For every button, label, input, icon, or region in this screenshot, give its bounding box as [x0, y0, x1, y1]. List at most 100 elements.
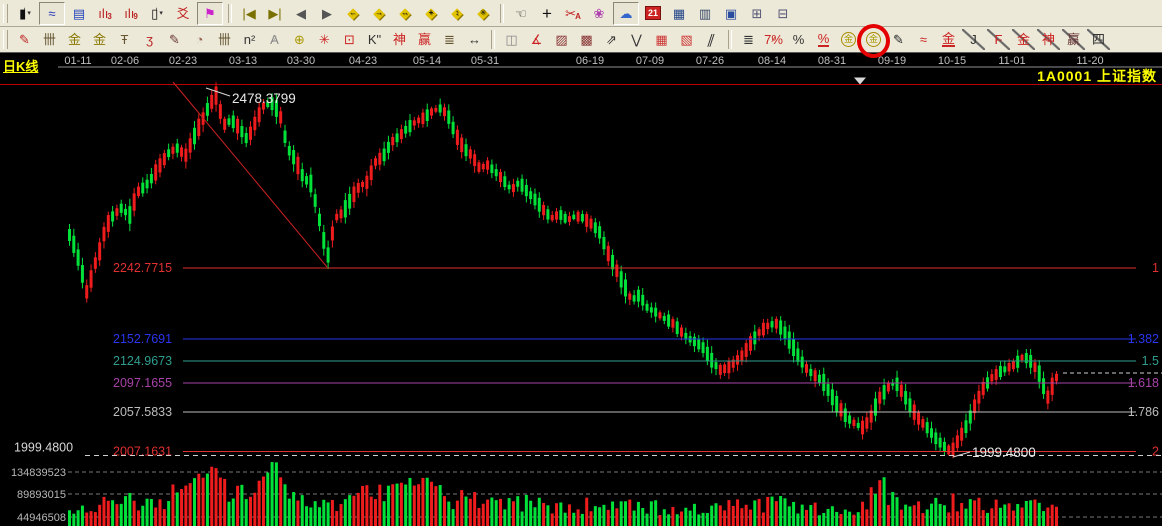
grid-arrow-tool[interactable]: ▧ — [675, 29, 698, 50]
ying-angle-tool[interactable]: 赢 — [1062, 29, 1085, 50]
calculator-button[interactable]: ▦ — [667, 3, 691, 24]
shen-angle-tool[interactable]: 神 — [1037, 29, 1060, 50]
export-image-button[interactable]: ⊞ — [745, 3, 769, 24]
zoom-out-button[interactable]: ◆ ↔ — [393, 3, 417, 24]
seven-percent-tool[interactable]: 7% ∕ — [762, 29, 785, 50]
width-measure-tool[interactable]: ↔ — [463, 29, 486, 50]
gold-crosshair-tool[interactable]: ⊕ — [288, 29, 311, 50]
percent-line-tool[interactable]: % — [812, 29, 835, 50]
down-trendline[interactable] — [172, 81, 328, 268]
fib-level-1.382[interactable]: 2152.7691 1.382 — [113, 332, 1159, 346]
candle — [968, 410, 972, 424]
square-target-tool[interactable]: ⊡ — [338, 29, 361, 50]
mascot-button[interactable]: ❀ — [587, 3, 611, 24]
percent-tool[interactable]: % — [787, 29, 810, 50]
ma9-button[interactable]: ılı 9 — [119, 3, 143, 24]
delete-drawing-button[interactable]: ✂ A — [561, 3, 585, 24]
flag-button[interactable]: ⚑ — [197, 1, 223, 25]
a-slash-tool[interactable]: A ∕ — [263, 29, 286, 50]
fan-lines-tool[interactable]: ∡ — [525, 29, 548, 50]
starburst-tool[interactable]: ✳ — [313, 29, 336, 50]
notes-button[interactable]: ▥ — [693, 3, 717, 24]
fib-level-1.786[interactable]: 2057.5833 1.786 — [113, 405, 1159, 419]
scroll-right-button[interactable]: ◆ → — [367, 3, 391, 24]
trend-arrow-tool[interactable]: ⇗ — [600, 29, 623, 50]
trend-figure-button[interactable]: 爻 — [171, 3, 195, 24]
ying-tool[interactable]: 赢 — [413, 29, 436, 50]
svg-text:2007.1631: 2007.1631 — [113, 445, 172, 459]
ma3-button[interactable]: ılı 3 — [93, 3, 117, 24]
chart-type-candle-button-overlay: │ — [22, 8, 28, 17]
export-data-button[interactable]: ⊟ — [771, 3, 795, 24]
first-page-button[interactable]: |◀ — [237, 3, 261, 24]
next-page-button[interactable]: ▶ — [315, 3, 339, 24]
n-squared-tool[interactable]: n² — [238, 29, 261, 50]
cycle-circle-tool[interactable]: ◔ — [188, 29, 211, 50]
candle — [154, 164, 158, 181]
four-angle-tool[interactable]: 四 — [1087, 29, 1110, 50]
zigzag-v-tool[interactable]: ⋁ — [625, 29, 648, 50]
gold-circle-tool[interactable]: 金 — [837, 29, 860, 50]
zigzag-overlay-button[interactable]: ≈ — [39, 1, 65, 25]
chart-type-candle-button[interactable]: ▮ │ ▾ — [13, 3, 37, 24]
last-page-button[interactable]: ▶| — [263, 3, 287, 24]
zoom-in-button[interactable]: ◆ + — [419, 3, 443, 24]
volume-bar — [688, 510, 692, 526]
fib-level-1.5[interactable]: 2124.9673 1.5 — [113, 354, 1159, 368]
last-page-button-glyph: ▶| — [268, 5, 282, 21]
chart-area[interactable]: 日K线 1A0001 上证指数 134839523 89893015 4494650… — [0, 53, 1162, 526]
calendar-button[interactable]: 21 — [641, 3, 665, 24]
toolbar-grip[interactable] — [3, 30, 8, 49]
f-ruler-tool[interactable]: Ŧ — [113, 29, 136, 50]
candle-period-button-dropdown-arrow[interactable]: ▾ — [159, 10, 163, 17]
volume-bar — [761, 512, 765, 526]
save-button[interactable]: ▣ — [719, 3, 743, 24]
box-line-tool[interactable]: ◫ — [500, 29, 523, 50]
toolbar-grip[interactable] — [3, 3, 8, 23]
k-note-tool[interactable]: K" — [363, 29, 386, 50]
fib-level-1.618[interactable]: 2097.1655 1.618 — [113, 376, 1159, 390]
grid-tool[interactable]: 卌 — [38, 29, 61, 50]
marker-pen-tool[interactable]: ✎ — [163, 29, 186, 50]
candle — [180, 147, 184, 157]
j-angle-tool[interactable]: J — [962, 29, 985, 50]
ink-brush-tool[interactable]: ✎ — [887, 29, 910, 50]
cloud-tool-button[interactable]: ☁ — [613, 1, 639, 25]
f-angle-tool[interactable]: F — [987, 29, 1010, 50]
parallel-lines-tool[interactable]: ∥ — [700, 29, 723, 50]
red-grid-tool[interactable]: ▦ — [650, 29, 673, 50]
gold-grid2-tool[interactable]: 金 — [88, 29, 111, 50]
scroll-left-button[interactable]: ◆ ← — [341, 3, 365, 24]
gann-grid-tool[interactable]: ▩ — [575, 29, 598, 50]
chart-type-candle-button-dropdown-arrow[interactable]: ▾ — [27, 10, 31, 17]
brush-tool[interactable]: ✎ — [13, 29, 36, 50]
full-view-button[interactable]: ◆ ✳ — [471, 3, 495, 24]
candle — [942, 441, 946, 452]
grid3-tool[interactable]: 卌 — [213, 29, 236, 50]
expand-view-button[interactable]: ◆ ↕ — [445, 3, 469, 24]
volume-bar — [1054, 506, 1058, 526]
ruler-measure-tool[interactable]: ≣ — [438, 29, 461, 50]
hand-tool-button[interactable]: ☜ — [509, 3, 533, 24]
volume-profile-tool[interactable]: ≣ — [737, 29, 760, 50]
gann-fan-tool[interactable]: ▨ — [550, 29, 573, 50]
gold-circle-line-tool[interactable]: 金 — [862, 29, 885, 50]
prev-page-button[interactable]: ◀ — [289, 3, 313, 24]
fib-level-1[interactable]: 2242.7715 1 — [113, 261, 1159, 275]
candle — [417, 117, 421, 124]
candlestick-chart-canvas[interactable]: 134839523 89893015 44946508 2242.7715 1 2152.… — [0, 53, 1162, 526]
crosshair-button[interactable]: + — [535, 3, 559, 24]
shen-tool[interactable]: 神 — [388, 29, 411, 50]
gold-line-tool[interactable]: 金 — [937, 29, 960, 50]
candle — [645, 303, 649, 311]
candle-period-button[interactable]: ▯ │ ▾ — [145, 3, 169, 24]
gold-angle-tool[interactable]: 金 — [1012, 29, 1035, 50]
period-label[interactable]: 日K线 — [3, 59, 39, 74]
spiral-tool[interactable]: ʒ — [138, 29, 161, 50]
fib-handle-marker[interactable] — [854, 77, 866, 85]
gold-grid-tool[interactable]: 金 — [63, 29, 86, 50]
wave-curve-tool[interactable]: ≈ — [912, 29, 935, 50]
fib-level-0[interactable] — [0, 77, 1162, 85]
volume-bar — [1046, 507, 1050, 526]
info-panel-button[interactable]: ▤ — [67, 3, 91, 24]
